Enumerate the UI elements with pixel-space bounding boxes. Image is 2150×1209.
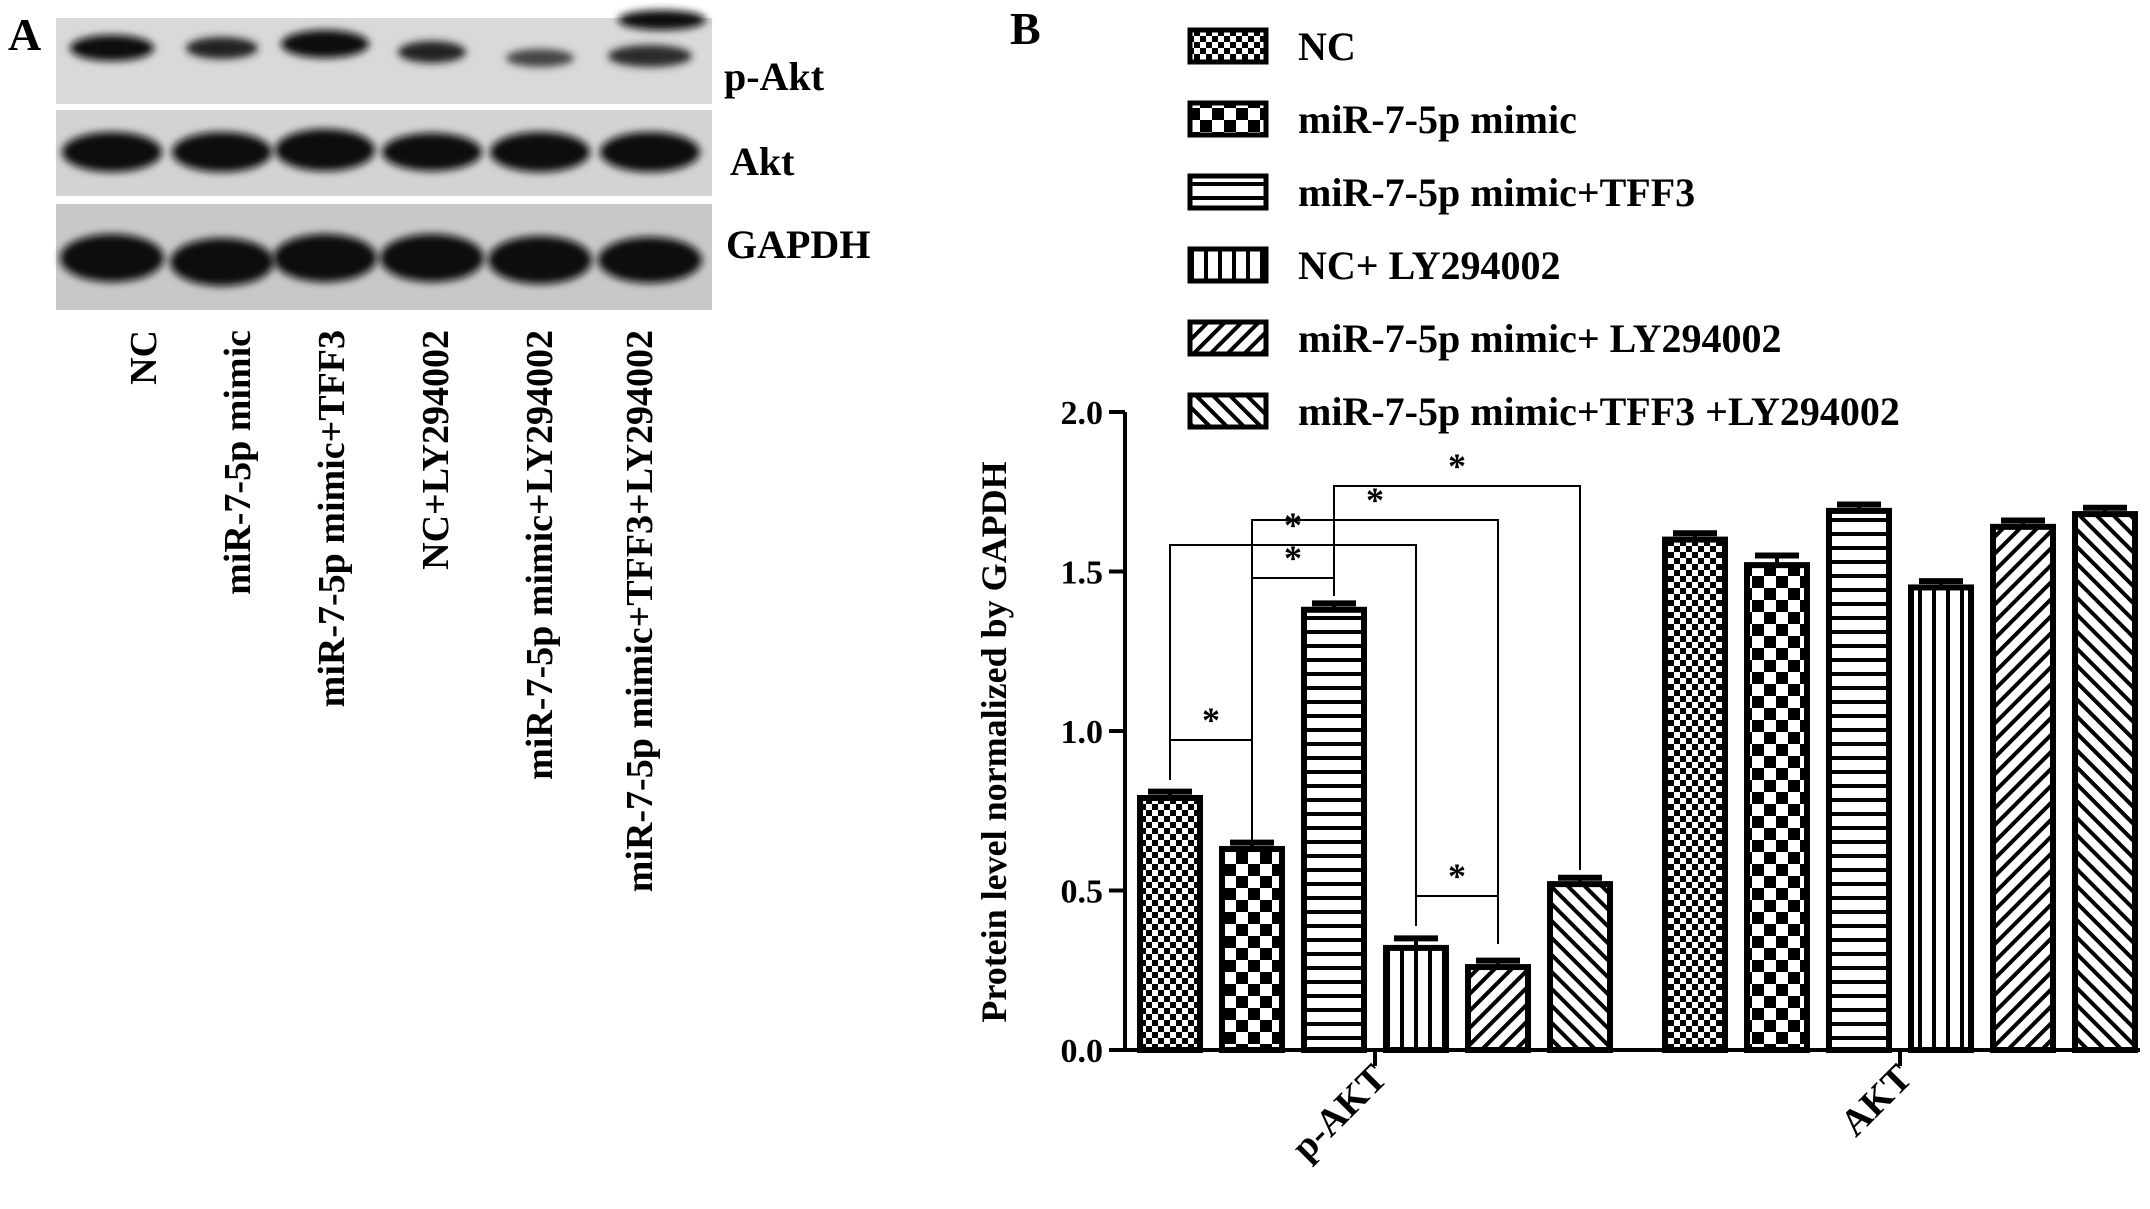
lane-labels: NC miR-7-5p mimic miR-7-5p mimic+TFF3 NC… [123, 330, 661, 892]
significance-bracket: * [1251, 480, 1499, 944]
legend-swatch [1187, 392, 1269, 430]
lane-label-mimic-tff3: miR-7-5p mimic+TFF3 [311, 330, 353, 707]
bar [1465, 964, 1531, 1053]
blot-strip-akt [56, 110, 712, 196]
significance-bracket: * [1169, 505, 1417, 926]
chart-legend: NC miR-7-5p mimic miR-7-5p mimic+TFF3 NC+ L… [1187, 24, 1900, 434]
significance-star: * [1448, 446, 1466, 486]
legend-swatch [1187, 173, 1269, 211]
legend-swatch [1187, 246, 1269, 284]
legend-label: miR-7-5p mimic+TFF3 [1298, 170, 1695, 215]
x-category-label: AKT [1832, 1057, 1920, 1145]
legend-label: miR-7-5p mimic [1298, 97, 1577, 142]
chart-bars [1137, 501, 2138, 1054]
y-tick-label: 2.0 [1061, 395, 1104, 432]
legend-label: miR-7-5p mimic+TFF3 +LY294002 [1298, 389, 1900, 434]
blot-label-p-akt: p-Akt [724, 54, 825, 99]
significance-star: * [1202, 700, 1220, 740]
lane-label-nc-ly: NC+LY294002 [415, 330, 457, 570]
legend-swatch [1187, 100, 1269, 138]
blot-strip-gapdh [56, 204, 712, 310]
y-axis-title: Protein level normalized by GAPDH [974, 461, 1014, 1022]
y-tick-label: 0.5 [1061, 874, 1104, 911]
bar [1662, 536, 1728, 1053]
legend-swatch [1187, 319, 1269, 357]
bar [1137, 794, 1203, 1053]
legend-label: miR-7-5p mimic+ LY294002 [1298, 316, 1782, 361]
bar [1219, 846, 1285, 1054]
x-category-label: p-AKT [1284, 1057, 1396, 1169]
bar [1826, 507, 1892, 1053]
significance-bracket: * [1333, 446, 1581, 870]
blot-label-akt: Akt [730, 139, 795, 184]
significance-bracket: * [1415, 856, 1499, 944]
bar [1908, 584, 1974, 1053]
bar [1990, 523, 2056, 1053]
lane-label-mimic-tff3-ly: miR-7-5p mimic+TFF3+LY294002 [619, 330, 661, 892]
significance-star: * [1448, 856, 1466, 896]
y-tick-label: 0.0 [1061, 1033, 1104, 1070]
y-tick-label: 1.5 [1061, 555, 1104, 592]
significance-star: * [1284, 505, 1302, 545]
bar [1547, 881, 1613, 1053]
panel-a-letter: A [8, 9, 41, 60]
bar [1301, 606, 1367, 1054]
panel-b: B NC miR-7-5p mimic miR-7-5p mimic+TFF3 NC+… [974, 3, 2140, 1168]
bar [2072, 511, 2138, 1053]
significance-brackets: ****** [1169, 446, 1581, 944]
panel-b-letter: B [1010, 3, 1041, 54]
significance-star: * [1284, 538, 1302, 578]
lane-label-mimic: miR-7-5p mimic [217, 330, 259, 595]
lane-label-nc: NC [123, 330, 165, 385]
blot-strip-p-akt [56, 10, 712, 104]
significance-star: * [1366, 480, 1384, 520]
y-tick-label: 1.0 [1061, 714, 1104, 751]
blot-label-gapdh: GAPDH [726, 222, 870, 267]
legend-label: NC+ LY294002 [1298, 243, 1560, 288]
panel-a: A p-Akt [8, 9, 870, 892]
bar [1744, 562, 1810, 1053]
bar [1383, 944, 1449, 1053]
legend-swatch [1187, 27, 1269, 65]
legend-label: NC [1298, 24, 1356, 69]
lane-label-mimic-ly: miR-7-5p mimic+LY294002 [519, 330, 561, 780]
